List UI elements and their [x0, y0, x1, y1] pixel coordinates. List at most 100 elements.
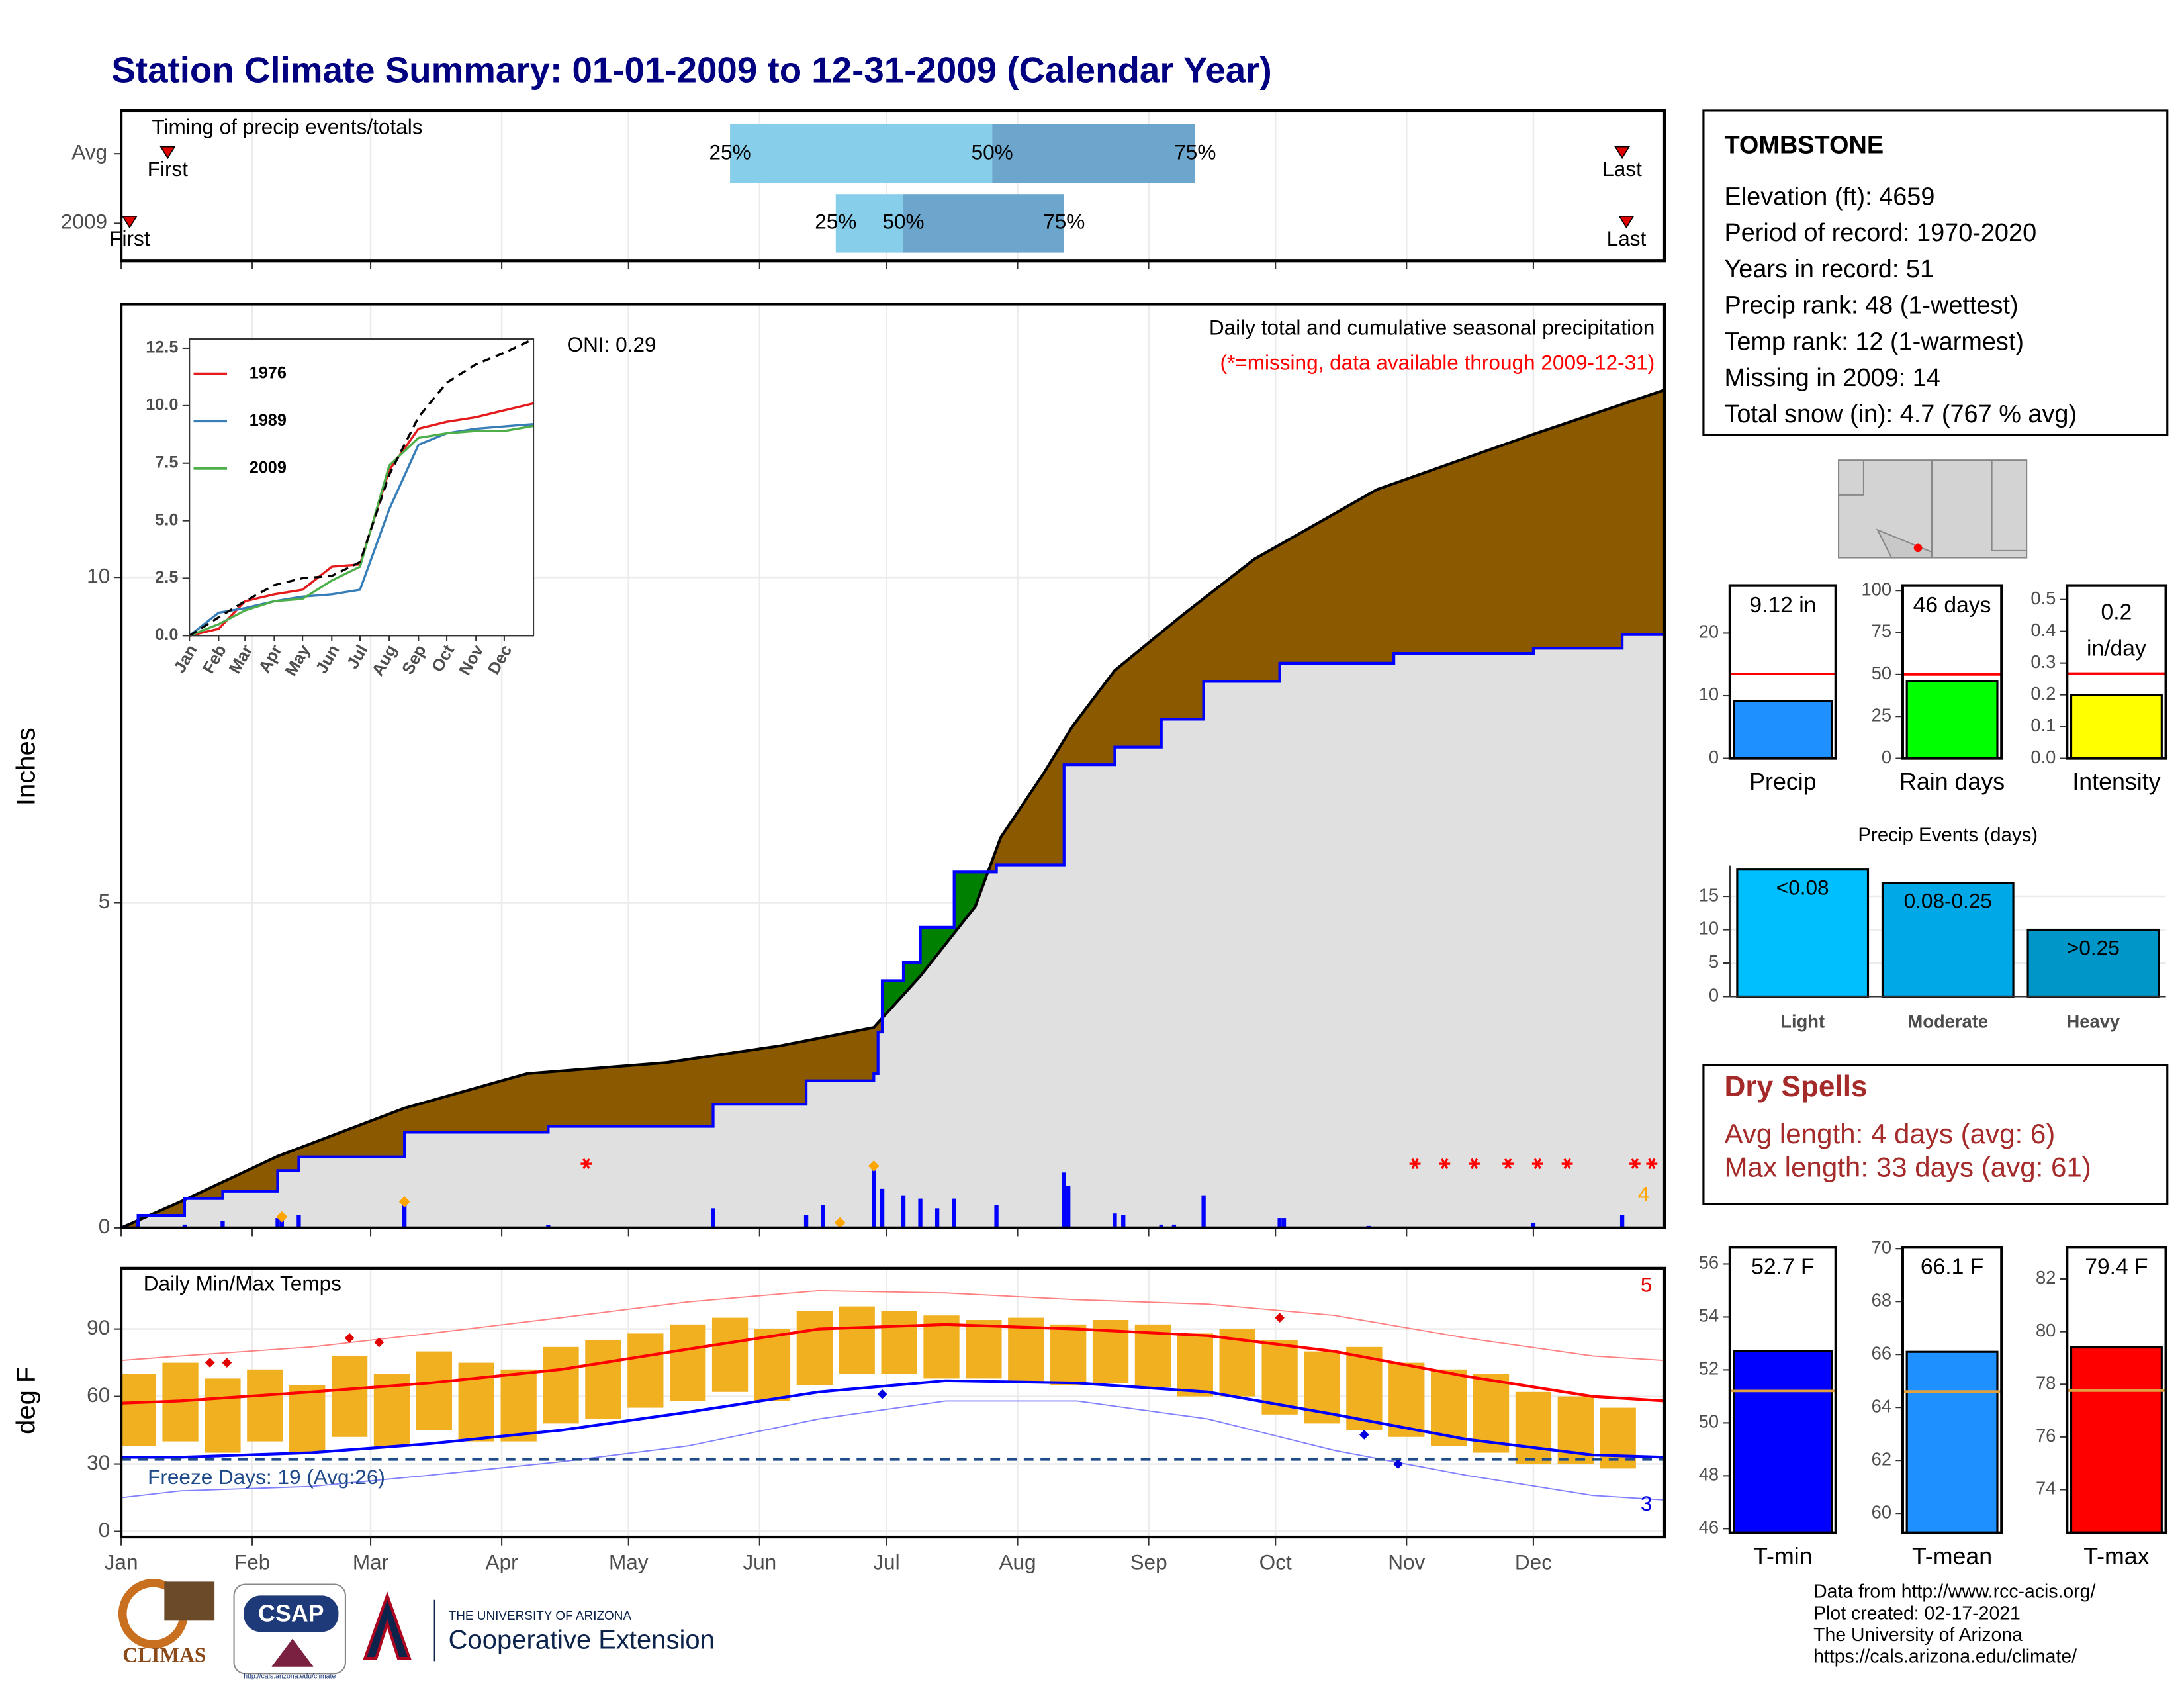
plot-frame	[2066, 1246, 2167, 1534]
y-tick-label: 64	[1872, 1395, 1891, 1416]
panel-title: Daily total and cumulative seasonal prec…	[1209, 316, 1655, 340]
obs-line	[121, 633, 1664, 1229]
station-dot	[1913, 543, 1923, 553]
daily-bar	[1121, 1215, 1126, 1228]
y-tick-label: 2009	[61, 210, 107, 234]
quartile-label: 50%	[972, 140, 1013, 164]
y-tick-label: Avg	[71, 140, 107, 164]
bar	[1733, 700, 1833, 760]
y-tick-label: 0.3	[2030, 651, 2056, 672]
y-tick-label: 12.5	[146, 338, 178, 357]
y-tick-label: 0	[99, 1214, 111, 1238]
missing-marker	[1409, 1158, 1421, 1170]
dry-spells-lines: Avg length: 4 days (avg: 6)Max length: 3…	[1724, 1118, 2091, 1183]
quartile-label: 25%	[815, 210, 856, 234]
x-axis-label: T-mean	[1912, 1543, 1992, 1570]
y-tick-label: 74	[2036, 1478, 2056, 1499]
plot-frame	[119, 1266, 1666, 1539]
quartile-label: 25%	[709, 140, 751, 164]
temp-bar	[416, 1351, 453, 1430]
y-tick-label: 0.2	[2030, 683, 2056, 704]
daily-bar	[136, 1221, 140, 1228]
daily-bar	[220, 1221, 225, 1228]
timing-marker	[121, 216, 138, 229]
y-tick-label: 10	[1699, 684, 1719, 704]
station-lines: Elevation (ft): 4659 Period of record: 19…	[1724, 183, 2077, 428]
temp-bar	[839, 1306, 875, 1374]
y-tick-label: 70	[1872, 1237, 1891, 1257]
daily-bar	[901, 1195, 906, 1228]
record-marker	[868, 1160, 880, 1172]
temp-bar	[1515, 1391, 1552, 1464]
y-tick-label: 2.5	[155, 568, 178, 586]
value-label: 9.12 in	[1749, 593, 1816, 618]
missing-marker	[1531, 1158, 1543, 1170]
y-tick-label: 10.0	[146, 396, 178, 414]
missing-marker	[1439, 1158, 1451, 1170]
y-tick-label: 78	[2036, 1372, 2056, 1393]
y-tick-label: 0.5	[2030, 588, 2056, 608]
bar	[1905, 680, 1999, 760]
daily-bar	[711, 1208, 715, 1228]
csap-cloud	[244, 1595, 339, 1632]
record-marker	[276, 1211, 288, 1223]
missing-marker	[1502, 1158, 1514, 1170]
record-marker	[834, 1217, 846, 1229]
missing-marker	[580, 1158, 592, 1170]
station-line: Total snow (in): 4.7 (767 % avg)	[1724, 400, 2077, 428]
legend-label: 1989	[250, 411, 287, 430]
record-marker	[398, 1196, 410, 1207]
x-axis-label: Precip	[1749, 769, 1816, 795]
x-tick-label: Sep	[1130, 1550, 1167, 1573]
daily-bar	[1066, 1185, 1071, 1228]
record-marker	[374, 1337, 385, 1348]
y-tick-label: 50	[1872, 663, 1891, 683]
y-tick-label: 5	[99, 889, 111, 913]
missing-stroke	[1631, 1158, 1639, 1170]
plot-frame	[119, 109, 1666, 263]
daily-bar	[1201, 1195, 1206, 1228]
timing-marker	[1614, 146, 1631, 160]
y-tick-label: 75	[1872, 621, 1891, 641]
y-tick-label: 0.1	[2030, 715, 2056, 735]
station-line: Elevation (ft): 4659	[1724, 183, 1934, 211]
record-line	[121, 1289, 1665, 1362]
daily-bar	[1113, 1213, 1117, 1228]
x-tick-label: Apr	[486, 1550, 518, 1573]
daily-bar	[994, 1205, 999, 1228]
missing-marker	[1469, 1158, 1480, 1170]
y-tick-label: 7.5	[155, 453, 178, 471]
footer-line: https://cals.arizona.edu/climate/	[1813, 1646, 2077, 1667]
y-tick-label: 30	[87, 1450, 110, 1474]
x-tick-label: May	[609, 1550, 649, 1573]
inset-frame	[189, 338, 535, 637]
missing-marker	[1646, 1158, 1658, 1170]
dry-spell-line: Avg length: 4 days (avg: 6)	[1724, 1118, 2055, 1149]
plot-frame	[2066, 584, 2167, 760]
quartile-label: 50%	[882, 210, 924, 234]
y-axis-label: Inches	[12, 727, 41, 806]
y-tick-label: 15	[1699, 884, 1719, 905]
bar	[1736, 868, 1870, 998]
y-tick-label: 100	[1861, 579, 1891, 599]
ua-text: THE UNIVERSITY OF ARIZONA	[449, 1609, 632, 1623]
y-tick-label: 82	[2036, 1267, 2056, 1288]
daily-bar	[872, 1170, 876, 1228]
quartile-bar	[730, 124, 993, 183]
footer-line: Data from http://www.rcc-acis.org/	[1813, 1581, 2095, 1603]
unit-label: in/day	[2087, 636, 2146, 661]
annotation: ONI: 0.29	[567, 332, 657, 356]
y-axis-label: deg F	[12, 1367, 41, 1434]
value-label: 79.4 F	[2085, 1255, 2148, 1280]
panel-subtitle: (*=missing, data available through 2009-…	[1220, 350, 1655, 374]
y-tick-label: 68	[1872, 1289, 1891, 1310]
value-label: 66.1 F	[1921, 1255, 1983, 1280]
temp-bar	[627, 1333, 664, 1408]
station-line: Years in record: 51	[1724, 256, 1934, 283]
x-tick-label: Mar	[353, 1550, 388, 1573]
panel-title: Precip Events (days)	[1858, 824, 2038, 846]
obs-area	[121, 634, 1664, 1228]
timing-label: Last	[1607, 226, 1647, 250]
